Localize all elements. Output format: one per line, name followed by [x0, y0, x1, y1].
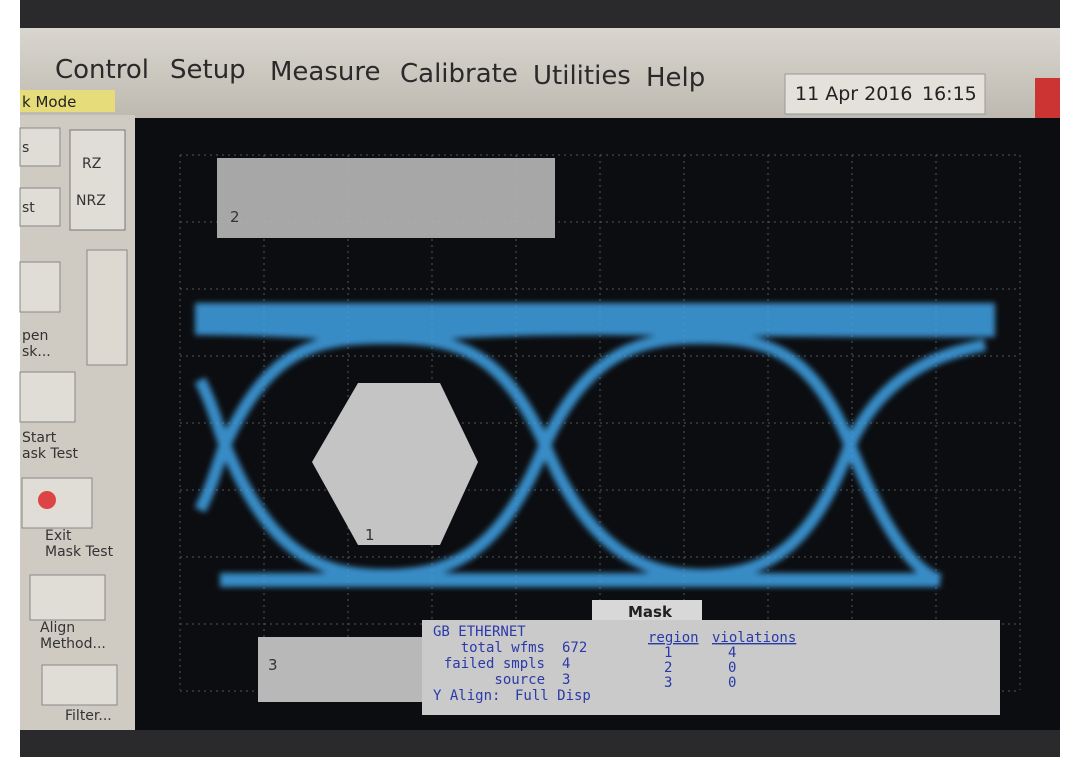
table-cell: 3 — [664, 675, 672, 691]
stat-value: 4 — [562, 656, 570, 672]
button[interactable] — [19, 187, 61, 227]
region-label: 3 — [268, 656, 278, 674]
region-label: 1 — [365, 526, 375, 544]
mask-region — [258, 637, 423, 702]
toggle[interactable] — [69, 129, 126, 231]
stat-value: 3 — [562, 672, 570, 688]
button-label: Method... — [40, 636, 106, 652]
button-label: Filter... — [65, 708, 112, 724]
button-label: sk... — [22, 344, 51, 360]
button-label: Start — [22, 430, 57, 446]
button[interactable] — [41, 664, 118, 706]
menu-item[interactable]: Calibrate — [400, 59, 518, 89]
table-cell: 0 — [728, 660, 736, 676]
menu-item[interactable]: Control — [55, 55, 149, 85]
menu: Control Setup Measure Calibrate Utilitie… — [55, 55, 705, 93]
table-cell: 1 — [664, 645, 672, 661]
button-label: st — [22, 200, 35, 216]
region-label: 2 — [230, 208, 240, 226]
menu-item[interactable]: Utilities — [533, 61, 631, 91]
table-header: region — [648, 630, 699, 646]
indicator — [1035, 78, 1060, 120]
stat-label: total wfms — [461, 640, 545, 656]
button-label: Align — [40, 620, 75, 636]
table-cell: 0 — [728, 675, 736, 691]
table-header: violations — [712, 630, 796, 646]
toggle-label: RZ — [82, 156, 101, 172]
button-label: Mask Test — [45, 544, 114, 560]
table-cell: 4 — [728, 645, 736, 661]
button[interactable] — [21, 477, 93, 529]
menu-item[interactable]: Help — [646, 63, 705, 93]
y-align-label: Y Align: — [433, 688, 500, 704]
panel-content: total wfms 672 failed smpls 4 source 3 Y Align… — [433, 630, 796, 704]
mask-panel — [422, 620, 1000, 715]
toggle-label: NRZ — [76, 193, 106, 209]
stat-value: 672 — [562, 640, 587, 656]
button-label: pen — [22, 328, 48, 344]
mode-box — [20, 90, 115, 112]
date: 11 Apr 2016 — [795, 83, 912, 105]
mask-region — [217, 158, 555, 238]
mask-region — [312, 383, 478, 545]
stat-label: source — [494, 672, 545, 688]
button-label: ask Test — [22, 446, 79, 462]
stop-icon — [38, 491, 56, 509]
table-cell: 2 — [664, 660, 672, 676]
menu-item[interactable]: Measure — [270, 57, 381, 87]
stat-label: failed smpls — [444, 656, 545, 672]
button-label: Exit — [45, 528, 72, 544]
scrollbar[interactable] — [86, 249, 128, 366]
mode: k Mode — [22, 93, 76, 111]
panel-title: GB ETHERNET — [433, 624, 526, 640]
button[interactable] — [19, 127, 61, 167]
button[interactable] — [29, 574, 106, 621]
button-label: s — [22, 140, 29, 156]
menu-item[interactable]: Setup — [170, 55, 246, 85]
button[interactable] — [19, 371, 76, 423]
eye-diagram — [194, 303, 995, 587]
datetime-box — [784, 73, 986, 115]
button[interactable] — [19, 261, 61, 313]
time: 16:15 — [922, 83, 977, 105]
y-align-value: Full Disp — [515, 688, 591, 704]
panel-tab-label: Mask — [628, 603, 673, 621]
